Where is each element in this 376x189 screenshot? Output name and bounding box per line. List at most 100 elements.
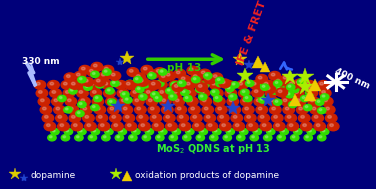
Circle shape xyxy=(294,129,302,135)
Circle shape xyxy=(205,74,208,76)
Circle shape xyxy=(142,81,154,89)
Circle shape xyxy=(326,107,329,110)
Circle shape xyxy=(148,73,156,79)
Circle shape xyxy=(111,80,119,87)
Circle shape xyxy=(115,81,127,89)
Circle shape xyxy=(199,94,207,100)
Circle shape xyxy=(264,85,276,94)
Circle shape xyxy=(179,122,191,131)
Circle shape xyxy=(126,115,129,118)
Circle shape xyxy=(261,82,269,88)
Circle shape xyxy=(217,114,229,122)
Circle shape xyxy=(83,107,86,110)
Circle shape xyxy=(137,88,140,90)
Circle shape xyxy=(214,97,225,106)
Circle shape xyxy=(229,105,241,114)
Circle shape xyxy=(277,135,285,141)
Circle shape xyxy=(231,107,235,110)
Circle shape xyxy=(304,81,315,89)
Circle shape xyxy=(91,129,100,135)
Circle shape xyxy=(143,83,145,85)
Circle shape xyxy=(172,83,183,91)
Circle shape xyxy=(309,130,311,132)
Circle shape xyxy=(172,129,180,135)
Circle shape xyxy=(211,89,219,96)
Circle shape xyxy=(177,107,181,110)
Circle shape xyxy=(222,124,226,127)
Circle shape xyxy=(204,107,208,110)
Circle shape xyxy=(206,115,210,118)
Circle shape xyxy=(99,71,111,80)
Circle shape xyxy=(327,122,339,131)
Circle shape xyxy=(319,89,331,98)
Circle shape xyxy=(145,129,153,135)
Circle shape xyxy=(245,97,248,99)
Circle shape xyxy=(157,81,160,84)
Circle shape xyxy=(204,73,212,79)
Circle shape xyxy=(162,105,173,114)
Circle shape xyxy=(196,86,204,93)
Circle shape xyxy=(79,78,82,80)
Circle shape xyxy=(288,85,291,87)
Circle shape xyxy=(152,93,155,95)
Circle shape xyxy=(291,135,299,141)
Circle shape xyxy=(125,122,136,131)
Circle shape xyxy=(151,91,159,98)
Circle shape xyxy=(85,122,96,131)
Circle shape xyxy=(157,136,160,138)
Circle shape xyxy=(169,81,180,89)
Circle shape xyxy=(252,89,264,98)
Circle shape xyxy=(111,73,115,76)
Circle shape xyxy=(287,84,295,90)
Circle shape xyxy=(276,79,280,82)
Circle shape xyxy=(200,97,212,106)
Circle shape xyxy=(314,115,318,118)
Circle shape xyxy=(307,129,315,135)
Circle shape xyxy=(287,81,299,89)
Circle shape xyxy=(303,124,306,127)
Circle shape xyxy=(258,76,262,79)
Circle shape xyxy=(268,91,271,93)
Circle shape xyxy=(199,69,211,78)
Circle shape xyxy=(34,81,46,89)
Circle shape xyxy=(155,97,158,99)
Circle shape xyxy=(264,82,268,85)
Circle shape xyxy=(108,89,110,91)
Circle shape xyxy=(247,115,250,118)
Circle shape xyxy=(262,124,266,127)
Circle shape xyxy=(121,91,129,98)
Circle shape xyxy=(102,65,114,74)
Circle shape xyxy=(301,115,305,118)
Circle shape xyxy=(120,130,123,132)
Circle shape xyxy=(52,97,63,106)
Circle shape xyxy=(188,105,200,114)
Circle shape xyxy=(88,81,100,89)
Circle shape xyxy=(152,115,156,118)
Circle shape xyxy=(79,103,82,105)
Circle shape xyxy=(129,135,137,141)
Circle shape xyxy=(250,81,262,89)
Circle shape xyxy=(259,97,267,103)
Circle shape xyxy=(103,136,106,138)
Circle shape xyxy=(186,82,190,85)
Circle shape xyxy=(315,99,324,105)
Circle shape xyxy=(139,122,150,131)
Circle shape xyxy=(289,124,293,127)
Circle shape xyxy=(73,124,77,127)
Circle shape xyxy=(226,85,234,92)
Circle shape xyxy=(125,98,128,100)
Circle shape xyxy=(264,81,275,89)
Circle shape xyxy=(171,89,183,98)
Circle shape xyxy=(117,136,120,138)
Circle shape xyxy=(42,107,46,110)
Circle shape xyxy=(322,130,325,132)
Circle shape xyxy=(135,78,138,80)
Circle shape xyxy=(176,71,180,74)
Circle shape xyxy=(306,82,310,85)
Circle shape xyxy=(129,69,133,72)
Circle shape xyxy=(257,93,260,95)
Circle shape xyxy=(266,82,270,85)
Circle shape xyxy=(185,89,196,98)
Circle shape xyxy=(185,97,188,99)
Circle shape xyxy=(56,107,60,110)
